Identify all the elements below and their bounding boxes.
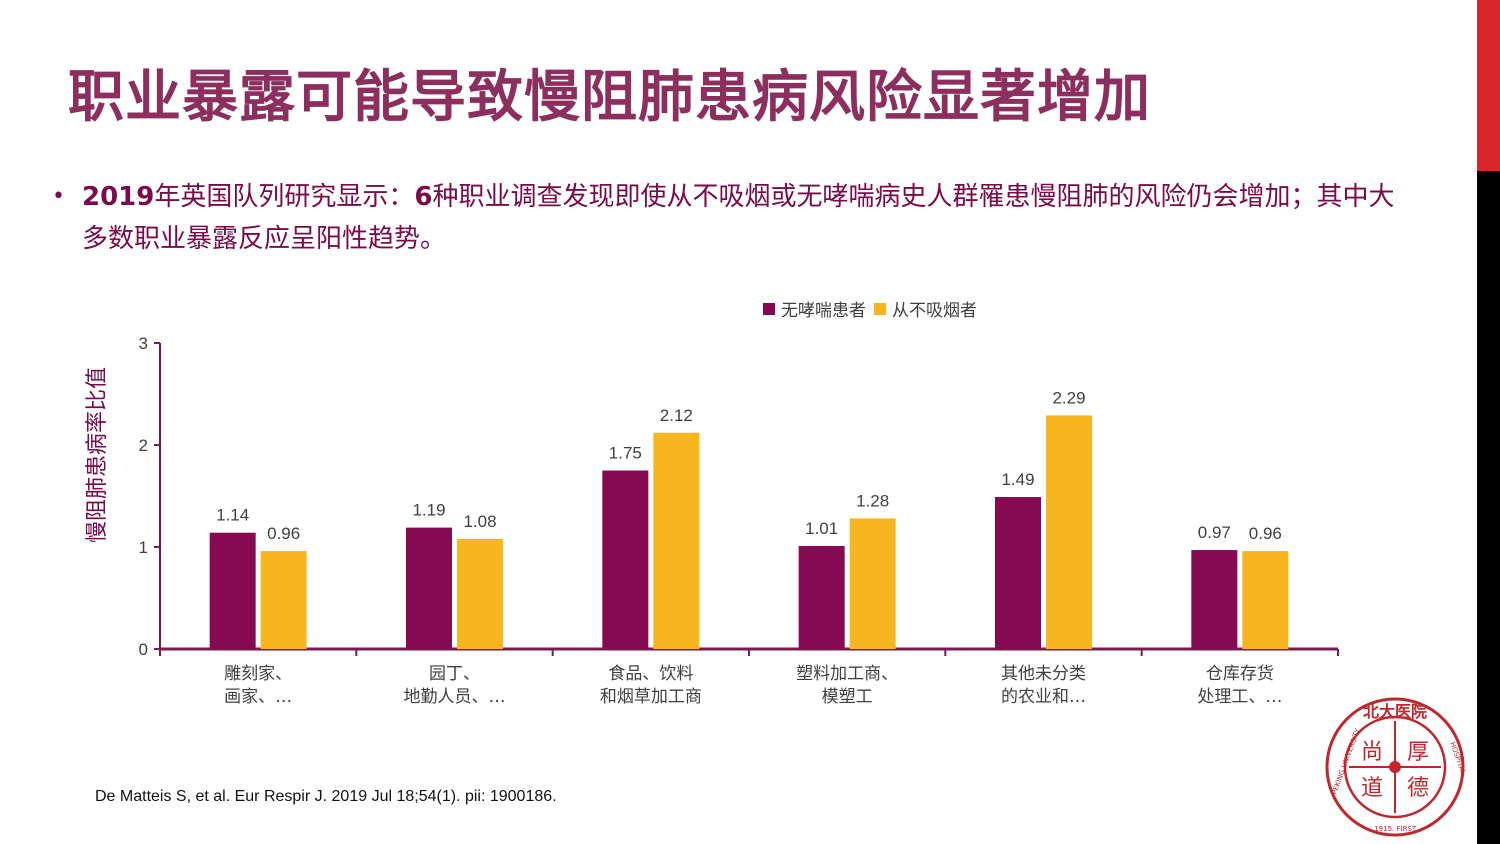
data-label-1: 1.01 [805, 519, 838, 538]
data-label-2: 0.96 [267, 524, 300, 543]
x-category-label: 地勤人员、… [404, 687, 506, 707]
bar-2 [260, 551, 307, 649]
svg-text:HOSPITAL: HOSPITAL [1448, 741, 1467, 776]
x-category-label: 画家、… [224, 687, 292, 707]
accent-bar-red [1477, 0, 1500, 171]
hospital-logo-seal: 北大医院 尚 厚 道 德 PEKING UNIVERSITY .1915. FI… [1325, 697, 1467, 837]
bullet-text-1: 年英国队列研究显示： [154, 182, 415, 212]
svg-text:北大医院: 北大医院 [1363, 702, 1427, 721]
legend-item-series-1: 无哮喘患者 [763, 296, 866, 321]
x-category-label: 塑料加工商、 [796, 664, 898, 684]
svg-text:德: 德 [1407, 776, 1429, 801]
data-label-1: 1.19 [412, 501, 445, 520]
svg-text:道: 道 [1361, 776, 1383, 801]
accent-bar-black [1477, 171, 1500, 844]
bullet-text-2: 种职业调查发现即使从不吸烟或无哮喘病史人群罹患慢阻肺的风险仍会增加；其中大多数职… [82, 182, 1395, 254]
bullet-number: 6 [414, 182, 433, 212]
bar-1 [1191, 550, 1238, 649]
bar-1 [406, 527, 452, 649]
y-tick-label: 3 [139, 334, 148, 353]
data-label-1: 1.49 [1001, 470, 1034, 489]
x-category-label: 食品、饮料 [608, 664, 693, 684]
x-category-label: 其他未分类 [1001, 664, 1086, 684]
x-category-label: 处理工、… [1197, 687, 1282, 707]
bar-2 [1046, 415, 1092, 649]
y-tick-label: 1 [139, 538, 148, 557]
svg-text:尚: 尚 [1361, 740, 1383, 765]
x-category-label: 园丁、 [429, 664, 480, 684]
bar-2 [849, 518, 896, 649]
svg-text:.1915. FIRST: .1915. FIRST [1372, 825, 1417, 833]
y-tick-label: 2 [139, 436, 148, 455]
bullet-point: • 2019年英国队列研究显示：6种职业调查发现即使从不吸烟或无哮喘病史人群罹患… [52, 176, 1412, 260]
x-category-label: 仓库存货 [1206, 664, 1274, 684]
bar-2 [457, 538, 503, 649]
x-category-label: 模塑工 [822, 687, 873, 707]
bullet-text: 2019年英国队列研究显示：6种职业调查发现即使从不吸烟或无哮喘病史人群罹患慢阻… [82, 176, 1412, 260]
data-label-1: 0.97 [1198, 523, 1231, 542]
x-category-label: 的农业和… [1001, 687, 1086, 707]
bullet-year: 2019 [82, 182, 155, 212]
legend-swatch-series-2 [874, 302, 886, 315]
bar-1 [798, 545, 845, 649]
data-label-2: 2.12 [660, 406, 693, 425]
data-label-1: 1.14 [216, 506, 249, 525]
data-label-2: 0.96 [1249, 524, 1282, 543]
data-label-1: 1.75 [609, 444, 642, 463]
legend-swatch-series-1 [763, 302, 775, 315]
bar-1 [995, 497, 1041, 649]
page-title: 职业暴露可能导致慢阻肺患病风险显著增加 [68, 65, 1151, 130]
bar-1 [209, 532, 256, 649]
citation: De Matteis S, et al. Eur Respir J. 2019 … [95, 788, 557, 805]
bar-1 [602, 470, 649, 649]
legend-label-series-1: 无哮喘患者 [781, 301, 866, 321]
data-label-2: 1.28 [856, 491, 889, 510]
svg-text:厚: 厚 [1407, 740, 1429, 765]
data-label-2: 1.08 [463, 512, 496, 531]
x-category-label: 雕刻家、 [224, 664, 292, 684]
chart-legend: 无哮喘患者 从不吸烟者 [0, 296, 1500, 321]
y-tick-label: 0 [139, 640, 148, 659]
legend-label-series-2: 从不吸烟者 [892, 301, 977, 321]
legend-item-series-2: 从不吸烟者 [874, 296, 977, 321]
bar-2 [1242, 551, 1289, 649]
bar-2 [653, 432, 700, 649]
bullet-dot-icon: • [52, 184, 65, 209]
x-category-label: 和烟草加工商 [600, 687, 702, 707]
data-label-2: 2.29 [1052, 388, 1085, 407]
